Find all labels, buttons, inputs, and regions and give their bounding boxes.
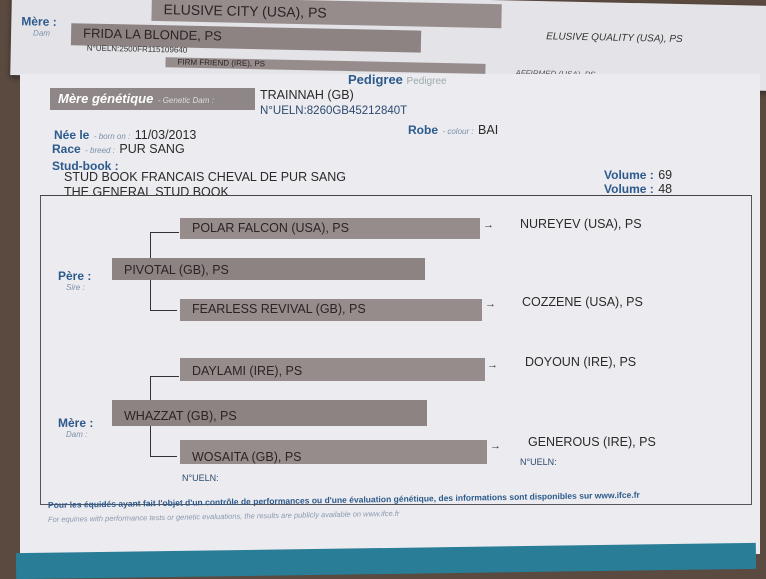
connector — [150, 426, 177, 457]
ueln: N°UELN: — [520, 457, 557, 467]
studbook-label: Stud-book : — [52, 159, 119, 173]
colour-value: BAI — [478, 123, 499, 137]
subtitle: Pedigree — [406, 76, 447, 87]
breed-label: Race — [52, 142, 81, 156]
dam-sub: Dam : — [66, 430, 88, 439]
pedigree-bar-sire-dam: FEARLESS REVIVAL (GB), PS — [180, 299, 482, 321]
pedigree-bar-dam-dam: WOSAITA (GB), PS — [180, 440, 487, 464]
connector — [150, 232, 179, 259]
ueln: N°UELN: — [182, 473, 219, 483]
pedigree-box — [40, 195, 752, 505]
arrow-icon: → — [487, 359, 498, 371]
born-value: 11/03/2013 — [134, 128, 197, 142]
sire-label: Père : — [58, 269, 92, 283]
pedigree-text: ELUSIVE QUALITY (USA), PS — [546, 31, 683, 46]
sire-dam-sire: COZZENE (USA), PS — [522, 295, 643, 309]
pedigree-bar-dam: WHAZZAT (GB), PS — [112, 400, 427, 426]
title: Pedigree — [348, 72, 403, 87]
breed-value: PUR SANG — [119, 142, 185, 156]
colour-row: Robe - colour : BAI — [408, 121, 498, 139]
colour-sub: - colour : — [442, 127, 474, 136]
ueln: N°UELN:2500FR115109640 — [86, 43, 188, 55]
born-sub: - born on : — [93, 132, 131, 141]
arrow-icon: → — [490, 440, 501, 452]
genetic-dam-label: Mère génétique - Genetic Dam : — [50, 88, 255, 110]
volume-value: 69 — [658, 168, 673, 182]
dam-label: Mère : — [58, 416, 94, 430]
studbook-volume: Volume : 48 — [604, 180, 672, 198]
connector — [150, 376, 179, 403]
arrow-icon: → — [483, 219, 494, 231]
pedigree-bar-sire: PIVOTAL (GB), PS — [112, 258, 425, 280]
dam-dam-sire: GENEROUS (IRE), PS — [528, 435, 656, 449]
born-row: Née le - born on : 11/03/2013 — [54, 126, 196, 144]
dam-sub: Dam — [33, 28, 51, 38]
dam-sire-sire: DOYOUN (IRE), PS — [525, 355, 637, 369]
studbook-volume: Volume : 69 — [604, 166, 672, 184]
dam-label: Mère : — [21, 14, 57, 29]
studbook-name: STUD BOOK FRANCAIS CHEVAL DE PUR SANG — [64, 170, 346, 184]
pedigree-bar-sire-sire: POLAR FALCON (USA), PS — [180, 218, 480, 239]
pedigree-bar-dam-sire: DAYLAMI (IRE), PS — [180, 358, 485, 381]
volume-value: 48 — [658, 182, 673, 196]
breed-sub: - breed : — [85, 146, 115, 155]
born-label: Née le — [54, 128, 90, 142]
breed-row: Race - breed : PUR SANG — [52, 140, 185, 158]
sire-sire-sire: NUREYEV (USA), PS — [520, 217, 642, 231]
pedigree-bar: ELUSIVE CITY (USA), PS — [151, 0, 502, 29]
connector — [150, 280, 177, 311]
label-sub: - Genetic Dam : — [157, 96, 214, 105]
arrow-icon: → — [485, 298, 496, 310]
sire-sub: Sire : — [66, 283, 85, 292]
genetic-dam-ueln: N°UELN:8260GB45212840T — [260, 105, 408, 117]
genetic-dam-name: TRAINNAH (GB) — [260, 88, 354, 102]
page-title: Pedigree Pedigree — [348, 72, 447, 87]
volume-label: Volume : — [604, 168, 654, 182]
volume-label: Volume : — [604, 182, 654, 196]
colour-label: Robe — [408, 123, 438, 137]
label: Mère génétique — [58, 91, 154, 106]
